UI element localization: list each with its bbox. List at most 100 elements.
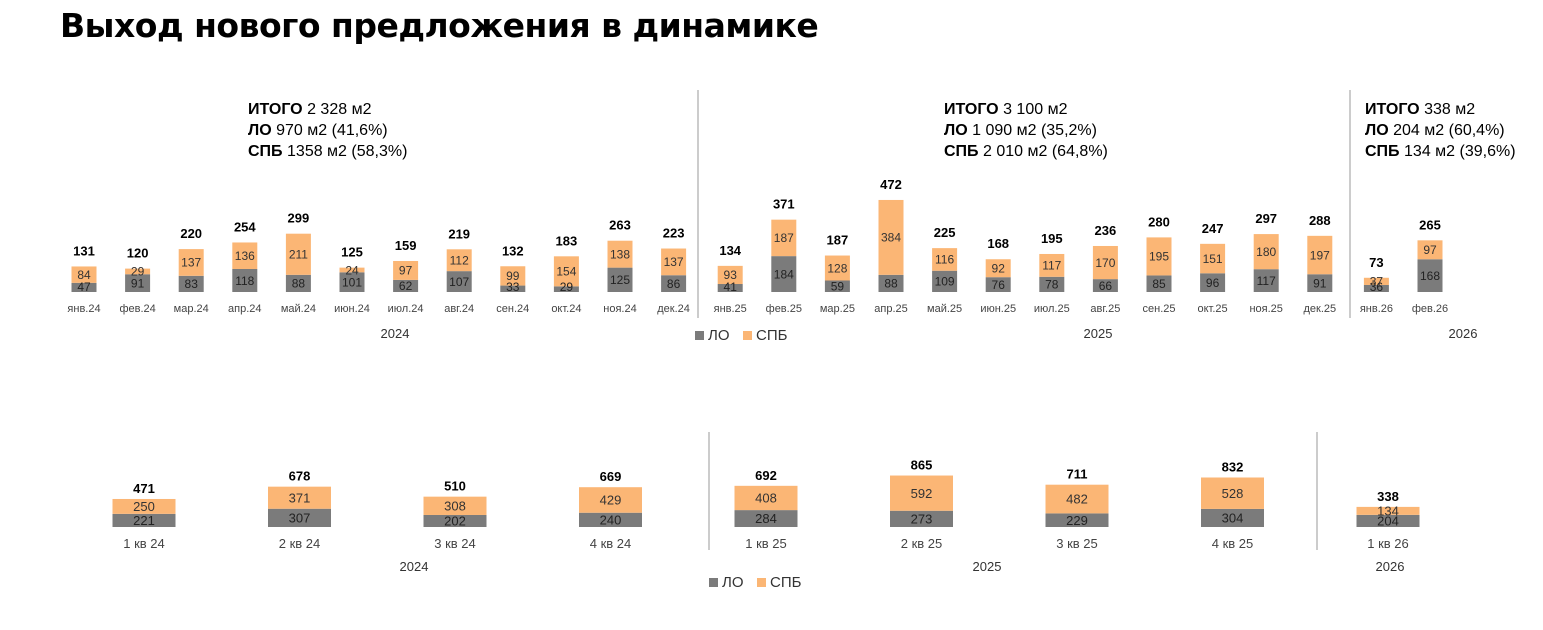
category-label: 2 кв 25 — [901, 536, 943, 551]
bar-lo — [423, 514, 487, 527]
bar-spb — [878, 199, 904, 275]
summary-2025: ИТОГО 3 100 м2 ЛО 1 090 м2 (35,2%) СПБ 2… — [944, 99, 1108, 162]
bar-lo-label: 66 — [1099, 279, 1113, 293]
bar-spb — [1417, 240, 1443, 260]
bar-spb-label: 187 — [774, 231, 794, 245]
bar-spb-label: 408 — [755, 491, 777, 506]
bar-total-label: 280 — [1148, 214, 1170, 229]
bar-lo — [1045, 513, 1109, 527]
bar-spb-label: 93 — [724, 268, 738, 282]
page-title: Выход нового предложения в динамике — [60, 6, 819, 45]
summary-spb-value: 134 м2 (39,6%) — [1404, 143, 1516, 160]
bar-total-label: 299 — [288, 211, 310, 226]
bar-lo-label: 118 — [235, 274, 254, 288]
bar-lo — [1307, 274, 1333, 292]
bar-lo-label: 86 — [667, 277, 681, 291]
category-label: 4 кв 24 — [590, 536, 632, 551]
bar-lo — [579, 512, 642, 527]
legend-label-lo: ЛО — [708, 327, 730, 344]
bar-lo-label: 36 — [1370, 280, 1384, 294]
bar-total-label: 669 — [600, 469, 622, 484]
bar-spb-label: 138 — [610, 247, 630, 261]
bar-spb — [393, 260, 419, 280]
bar-spb-label: 117 — [1042, 259, 1061, 273]
category-label: фев.25 — [766, 303, 802, 315]
bar-total-label: 220 — [180, 226, 202, 241]
bar-spb-label: 592 — [911, 486, 933, 501]
bar-total-label: 223 — [663, 226, 685, 241]
bar-spb — [607, 240, 633, 268]
category-label: 3 кв 24 — [434, 536, 476, 551]
legend-label-spb: СПБ — [770, 574, 802, 591]
bar-lo-label: 33 — [506, 280, 520, 294]
year-group-label: 2025 — [973, 559, 1002, 574]
bar-total-label: 183 — [556, 233, 578, 248]
summary-total-value: 2 328 м2 — [307, 101, 372, 118]
category-label: апр.24 — [228, 303, 261, 315]
bar-lo-label: 109 — [935, 275, 955, 289]
bar-total-label: 120 — [127, 246, 149, 261]
summary-lo-value: 1 090 м2 (35,2%) — [972, 122, 1097, 139]
category-label: 1 кв 26 — [1367, 536, 1409, 551]
summary-lo-label: ЛО — [1365, 122, 1389, 139]
summary-lo-value: 970 м2 (41,6%) — [276, 122, 388, 139]
bar-lo-label: 168 — [1420, 269, 1440, 283]
bar-spb — [1092, 245, 1118, 280]
summary-total-value: 338 м2 — [1424, 101, 1476, 118]
bar-spb — [553, 256, 579, 287]
bar-total-label: 134 — [719, 243, 741, 258]
bar-total-label: 338 — [1377, 489, 1399, 504]
category-label: 1 кв 24 — [123, 536, 165, 551]
bar-lo-label: 59 — [831, 280, 845, 294]
bar-spb — [112, 498, 176, 514]
bar-spb-label: 37 — [1370, 275, 1384, 289]
bar-lo-label: 78 — [1045, 278, 1059, 292]
bar-total-label: 131 — [73, 243, 95, 258]
category-label: авг.24 — [444, 303, 474, 315]
bar-spb-label: 197 — [1310, 248, 1330, 262]
bar-spb — [1039, 253, 1065, 277]
bar-lo-label: 284 — [755, 511, 777, 526]
bar-spb — [178, 249, 204, 276]
bar-spb-label: 180 — [1256, 245, 1276, 259]
bar-lo — [932, 270, 958, 292]
category-label: ноя.25 — [1249, 303, 1282, 315]
bar-lo — [878, 274, 904, 292]
bar-spb-label: 482 — [1066, 492, 1088, 507]
bar-spb — [985, 259, 1011, 278]
summary-total-label: ИТОГО — [1365, 101, 1420, 118]
summary-spb-line: СПБ 1358 м2 (58,3%) — [248, 141, 407, 162]
summary-total-line: ИТОГО 3 100 м2 — [944, 99, 1108, 120]
bar-spb — [285, 233, 311, 275]
bar-total-label: 247 — [1202, 221, 1224, 236]
bar-total-label: 73 — [1369, 255, 1383, 270]
bar-total-label: 471 — [133, 481, 155, 496]
category-label: сен.24 — [496, 303, 529, 315]
bar-spb — [339, 267, 365, 273]
category-label: авг.25 — [1090, 303, 1120, 315]
bar-lo — [1146, 275, 1172, 292]
bar-total-label: 678 — [289, 469, 311, 484]
category-label: май.25 — [927, 303, 962, 315]
category-label: сен.25 — [1143, 303, 1176, 315]
bar-total-label: 187 — [827, 233, 849, 248]
bar-lo-label: 76 — [992, 278, 1006, 292]
summary-lo-label: ЛО — [248, 122, 272, 139]
bar-lo — [1200, 273, 1226, 292]
bar-lo — [393, 279, 419, 292]
summary-lo-value: 204 м2 (60,4%) — [1393, 122, 1505, 139]
legend-swatch-lo — [709, 578, 718, 587]
category-label: 1 кв 25 — [745, 536, 787, 551]
bar-lo-label: 96 — [1206, 276, 1220, 290]
year-group-label: 2024 — [381, 326, 410, 341]
bar-spb-label: 384 — [881, 231, 901, 245]
bar-lo-label: 184 — [774, 267, 794, 281]
bar-spb-label: 137 — [181, 256, 201, 270]
bar-lo-label: 101 — [342, 275, 362, 289]
summary-spb-value: 1358 м2 (58,3%) — [287, 143, 408, 160]
category-label: мар.24 — [174, 303, 209, 315]
summary-total-value: 3 100 м2 — [1003, 101, 1068, 118]
summary-total-line: ИТОГО 338 м2 — [1365, 99, 1516, 120]
bar-lo-label: 88 — [884, 277, 898, 291]
